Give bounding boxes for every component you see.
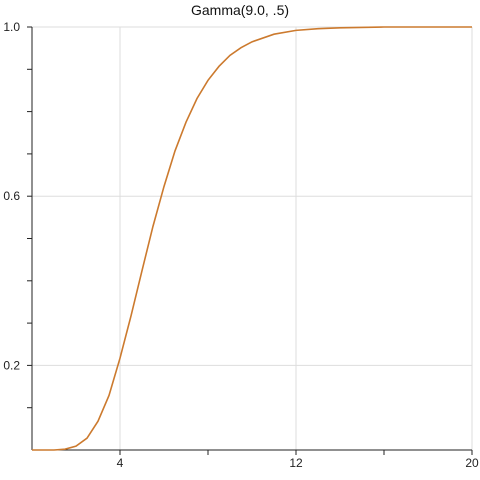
x-tick-label: 12 [289,456,303,470]
y-tick-label: 0.2 [3,358,20,372]
chart-title: Gamma(9.0, .5) [191,2,289,18]
axis-layer [31,27,472,451]
x-tick-label: 4 [117,456,124,470]
x-tick-label: 20 [465,456,479,470]
tick-layer: 4 12 20 0.2 0.6 1.0 [3,20,479,470]
cdf-line [32,26,472,451]
grid-layer [32,26,473,450]
y-tick-label: 1.0 [3,20,20,34]
series-layer [32,26,472,451]
y-tick-label: 0.6 [3,189,20,203]
